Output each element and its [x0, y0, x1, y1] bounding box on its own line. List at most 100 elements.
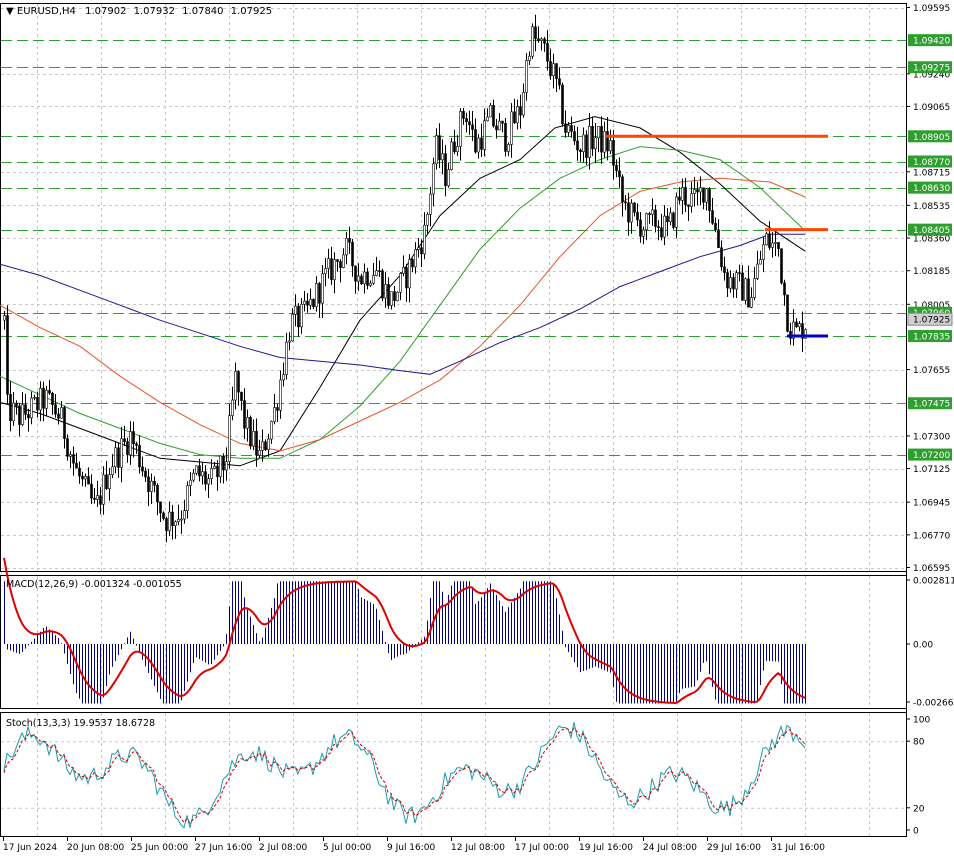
- candle-bull: [507, 144, 510, 152]
- candle-bull: [417, 247, 420, 250]
- candle-bear: [576, 140, 579, 151]
- candle-bear: [618, 170, 621, 178]
- level-price-label: 1.08630: [913, 184, 950, 194]
- candle-bear: [366, 271, 369, 286]
- candle-bear: [555, 63, 558, 79]
- candle-bear: [801, 323, 804, 339]
- candle-bear: [678, 196, 681, 201]
- candle-bull: [642, 229, 645, 237]
- moving-average-line: [0, 233, 805, 375]
- candle-bear: [87, 476, 90, 485]
- candle-bear: [537, 38, 540, 41]
- candle-bear: [657, 226, 660, 228]
- candle-bear: [306, 300, 309, 306]
- price-axis: 1.09595 1.09240 1.09065 1.08715 1.08535 1.083…: [906, 3, 953, 837]
- candle-bull: [765, 233, 768, 246]
- candle-bear: [438, 135, 441, 161]
- candle-bear: [216, 465, 219, 478]
- stoch-y-tick-label: 100: [913, 716, 930, 726]
- level-price-box: [908, 61, 952, 74]
- candle-bear: [636, 212, 639, 221]
- candle-bull: [567, 125, 570, 133]
- candle-bull: [669, 212, 672, 223]
- candle-bear: [297, 305, 300, 328]
- horizontal-levels: [1, 40, 906, 456]
- candle-bear: [348, 238, 351, 243]
- collapse-triangle-icon: ▼: [6, 6, 17, 17]
- candle-bear: [768, 233, 771, 248]
- candle-bull: [273, 407, 276, 422]
- stoch-signal-line: [3, 727, 806, 824]
- y-tick-label: 1.09595: [913, 4, 950, 14]
- candle-bear: [795, 321, 798, 328]
- candle-bull: [321, 273, 324, 304]
- candle-bull: [120, 438, 123, 468]
- level-price-box: [908, 448, 952, 461]
- candle-bull: [333, 259, 336, 281]
- y-tick-label: 1.09065: [913, 103, 950, 113]
- candle-bear: [747, 278, 750, 308]
- candle-bear: [255, 430, 258, 456]
- candle-bear: [393, 291, 396, 301]
- candle-bear: [75, 462, 78, 469]
- candle-bull: [285, 341, 288, 375]
- candle-bull: [663, 215, 666, 238]
- candle-bear: [612, 140, 615, 166]
- candle-bull: [108, 474, 111, 490]
- candle-bear: [90, 483, 93, 499]
- candle-bear: [672, 212, 675, 228]
- candle-bull: [630, 202, 633, 223]
- candle-bear: [66, 438, 69, 457]
- candle-bull: [603, 131, 606, 153]
- candle-bear: [81, 475, 84, 480]
- stoch-title: Stoch(13,3,3) 19.9537 18.6728: [6, 718, 155, 729]
- candle-bull: [315, 283, 318, 308]
- candle-bull: [69, 454, 72, 457]
- candle-bear: [54, 404, 57, 415]
- candle-bull: [60, 407, 63, 419]
- candle-bear: [471, 124, 474, 130]
- x-tick-label: 25 Jun 00:00: [131, 843, 188, 853]
- candle-bull: [390, 291, 393, 306]
- candle-bull: [192, 472, 195, 481]
- macd-y-tick-label: 0.00: [913, 641, 933, 651]
- candle-bear: [72, 454, 75, 464]
- candle-bull: [294, 305, 297, 315]
- candle-bear: [126, 441, 129, 456]
- candle-bear: [561, 84, 564, 125]
- candle-bear: [135, 443, 138, 446]
- candle-bull: [30, 397, 33, 419]
- annotations: [606, 134, 828, 338]
- candle-bull: [774, 242, 777, 244]
- candle-bear: [444, 153, 447, 187]
- x-tick-label: 20 Jun 08:00: [67, 843, 124, 853]
- candle-bear: [249, 417, 252, 447]
- stoch-panel-frame: [0, 712, 907, 837]
- x-tick-label: 12 Jul 08:00: [451, 843, 505, 853]
- candle-bull: [588, 126, 591, 158]
- candle-bull: [408, 259, 411, 289]
- candle-bear: [480, 137, 483, 150]
- candle-bull: [129, 431, 132, 456]
- x-tick-label: 17 Jul 00:00: [515, 843, 569, 853]
- candle-bull: [33, 396, 36, 399]
- candle-bear: [783, 282, 786, 296]
- candle-bull: [111, 466, 114, 475]
- candle-bull: [435, 135, 438, 165]
- candle-bear: [99, 495, 102, 505]
- candle-bull: [252, 430, 255, 447]
- candle-bear: [780, 248, 783, 284]
- y-tick-label: 1.07300: [913, 432, 950, 442]
- moving-average-line: [0, 177, 806, 452]
- candle-bull: [174, 521, 177, 526]
- macd-panel: 0.002811 0.00 -0.002669: [3, 557, 954, 709]
- x-tick-label: 9 Jul 16:00: [387, 843, 436, 853]
- stoch-y-tick-label: 20: [913, 804, 925, 814]
- level-price-label: 1.08905: [913, 133, 950, 143]
- candle-bull: [510, 111, 513, 145]
- candle-bear: [453, 141, 456, 152]
- candle-bull: [183, 510, 186, 520]
- candle-bear: [513, 111, 516, 124]
